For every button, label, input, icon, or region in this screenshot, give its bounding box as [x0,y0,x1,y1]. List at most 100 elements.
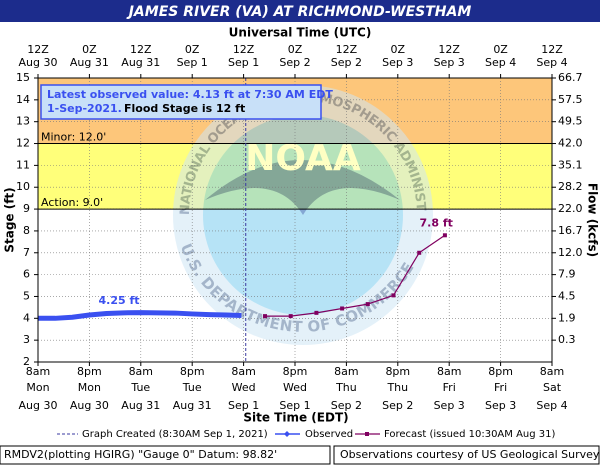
legend-entry: Observed [305,429,353,440]
x2-tick-label: 0Z [493,43,508,56]
x-tick-label: Sep 1 [279,399,310,412]
y-tick-label: 13 [16,115,30,128]
x-tick-label: 8pm [180,365,205,378]
x2-tick-label: Sep 1 [177,56,208,69]
y-tick-label: 6 [23,268,30,281]
x-tick-label: Fri [494,381,507,394]
x-tick-label: Aug 31 [121,399,160,412]
y2-axis-label: Flow (kcfs) [586,183,600,257]
x-tick-label: Sep 2 [382,399,413,412]
x2-tick-label: 12Z [541,43,563,56]
annotation: 4.25 ft [99,294,140,307]
y-tick-label: 14 [16,93,30,106]
series-line [265,234,446,317]
y2-tick-label: 4.5 [558,289,576,302]
y-tick-label: 2 [23,355,30,368]
x-tick-label: 8am [26,365,50,378]
x2-tick-label: 12Z [233,43,255,56]
forecast-point [442,233,447,238]
x-tick-label: 8am [231,365,255,378]
x-tick-label: Fri [443,381,456,394]
x2-tick-label: 0Z [288,43,303,56]
x2-tick-label: Sep 1 [228,56,259,69]
y2-tick-label: 22.0 [558,202,583,215]
info-line2b: Flood Stage is 12 ft [124,102,245,115]
plot-border [37,77,553,363]
x-tick-label: 8pm [283,365,308,378]
x2-tick-label: Sep 3 [434,56,465,69]
x-tick-label: Sep 3 [434,399,465,412]
x-tick-label: 8am [437,365,461,378]
x2-tick-label: Sep 2 [331,56,362,69]
x-axis-label: Site Time (EDT) [243,411,348,425]
y2-tick-label: 7.9 [558,268,576,281]
x-tick-label: Tue [130,381,150,394]
x2-tick-label: Sep 4 [485,56,516,69]
legend-observed-marker [284,431,290,437]
y2-tick-label: 57.5 [558,93,583,106]
x-tick-label: 8am [334,365,358,378]
series-line [38,310,242,321]
x-tick-label: Tue [182,381,202,394]
x-tick-label: Wed [232,381,256,394]
x2-tick-label: 0Z [185,43,200,56]
x2-tick-label: 12Z [336,43,358,56]
y-tick-label: 3 [23,333,30,346]
x2-tick-label: 12Z [130,43,152,56]
y-axis-label: Stage (ft) [3,187,17,252]
forecast-point [340,306,345,311]
title-bar [0,0,600,22]
info-line2a: 1-Sep-2021. [47,102,122,115]
y-tick-label: 15 [16,71,30,84]
x2-tick-label: 12Z [27,43,49,56]
x-tick-label: 8am [540,365,564,378]
footer-left-box [0,445,331,465]
chart-title: JAMES RIVER (VA) AT RICHMOND-WESTHAM [126,4,472,20]
info-line1: Latest observed value: 4.13 ft at 7:30 A… [47,88,333,101]
x-tick-label: Sat [543,381,562,394]
x-tick-label: Mon [78,381,101,394]
info-box [40,84,322,120]
y-tick-label: 4 [23,311,30,324]
x-tick-label: Aug 30 [70,399,109,412]
x-tick-label: Aug 31 [173,399,212,412]
x-tick-label: Sep 1 [228,399,259,412]
forecast-point [288,314,293,319]
y2-tick-label: 1.9 [558,311,576,324]
y2-tick-label: 12.0 [558,246,583,259]
x-tick-label: Thu [335,381,357,394]
legend-forecast-marker [365,432,369,436]
y-tick-label: 8 [23,224,30,237]
x2-axis-label: Universal Time (UTC) [229,26,372,40]
y-tick-label: 10 [16,180,30,193]
x2-tick-label: Sep 4 [536,56,567,69]
x-tick-label: Wed [283,381,307,394]
x-tick-label: Sep 4 [536,399,567,412]
x-tick-label: 8pm [77,365,102,378]
footer-right: Observations courtesy of US Geological S… [340,448,600,461]
threshold-label: Minor: 12.0' [41,131,106,144]
y-tick-label: 5 [23,289,30,302]
watermark-center: NOAA [245,138,361,179]
y2-tick-label: 66.7 [558,71,583,84]
y-tick-label: 11 [16,158,30,171]
annotation: 7.8 ft [420,216,453,229]
x-tick-label: 8pm [385,365,410,378]
footer-right-box [333,445,600,465]
y-tick-label: 7 [23,246,30,259]
x-tick-label: Sep 2 [331,399,362,412]
legend-created: Graph Created (8:30AM Sep 1, 2021) [82,429,268,440]
y-tick-label: 9 [23,202,30,215]
x-tick-label: Sep 3 [485,399,516,412]
y2-tick-label: 28.2 [558,180,583,193]
threshold-label: Action: 9.0' [41,196,103,209]
x2-tick-label: 0Z [82,43,97,56]
forecast-point [365,302,370,307]
y2-tick-label: 16.7 [558,224,583,237]
x2-tick-label: Aug 30 [19,56,58,69]
x2-tick-label: Aug 31 [70,56,109,69]
y2-tick-label: 42.0 [558,137,583,150]
forecast-point [391,293,396,298]
x2-tick-label: Sep 2 [279,56,310,69]
